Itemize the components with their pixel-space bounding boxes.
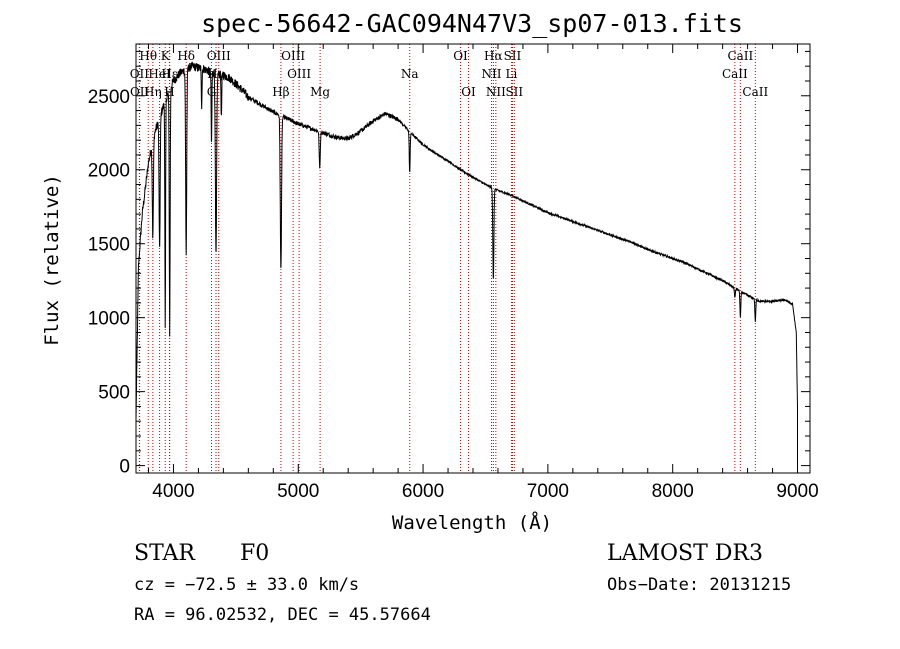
line-marker-label: Na: [401, 67, 419, 81]
line-marker-label: NII: [486, 85, 506, 99]
line-marker-label: SII: [504, 49, 522, 63]
x-tick-label: 9000: [776, 481, 818, 502]
y-axis-label: Flux (relative): [41, 174, 63, 346]
x-tick-label: 5000: [277, 481, 319, 502]
line-marker-label: CaII: [727, 49, 753, 63]
chart-title: spec-56642-GAC094N47V3_sp07-013.fits: [201, 9, 743, 38]
y-tick-label: 2000: [88, 161, 130, 182]
object-class: STAR: [134, 541, 196, 566]
x-tick-label: 4000: [152, 481, 194, 502]
object-subclass: F0: [240, 541, 269, 566]
line-marker-label: H: [164, 85, 174, 99]
survey-name: LAMOST DR3: [607, 541, 763, 566]
x-axis-label: Wavelength (Å): [392, 511, 552, 534]
y-tick-label: 1000: [88, 309, 130, 330]
y-tick-label: 0: [119, 457, 130, 478]
line-marker-label: K: [161, 49, 171, 63]
line-marker-label: Hα: [484, 49, 503, 63]
line-marker-label: CaII: [742, 85, 768, 99]
line-marker-label: OII: [130, 67, 150, 81]
y-tick-label: 500: [98, 383, 130, 404]
x-tick-label: 7000: [527, 481, 569, 502]
line-marker-label: OI: [453, 49, 468, 63]
line-marker-label: HeI: [148, 67, 171, 81]
redshift-readout: cz = −72.5 ± 33.0 km/s: [134, 575, 359, 595]
line-marker-label: SII: [505, 85, 523, 99]
flux-series-line: [135, 61, 798, 466]
line-marker-label: Hε: [161, 67, 178, 81]
x-tick-label: 6000: [402, 481, 444, 502]
coordinates-readout: RA = 96.02532, DEC = 45.57664: [134, 605, 431, 625]
observation-date: Obs−Date: 20131215: [607, 575, 791, 595]
line-marker-label: Li: [506, 67, 518, 81]
line-marker-label: Hθ: [139, 49, 157, 63]
line-marker-label: Hγ: [207, 67, 225, 81]
y-tick-label: 2500: [88, 87, 130, 108]
line-markers: [138, 44, 756, 473]
line-marker-label: NII: [481, 67, 501, 81]
x-tick-label: 8000: [652, 481, 694, 502]
line-marker-label: Hβ: [272, 85, 289, 99]
line-marker-label: OII: [130, 85, 150, 99]
line-marker-label: Mg: [310, 85, 330, 99]
line-marker-label: Hη: [144, 85, 162, 99]
line-marker-label: OI: [461, 85, 476, 99]
line-marker-label: G: [207, 85, 217, 99]
line-marker-label: CaII: [722, 67, 748, 81]
axis-ticks: 4000 5000 6000 7000 8000 9000 0 500 1000 1500 2000…: [88, 44, 819, 502]
line-marker-label: OIII: [207, 49, 231, 63]
line-marker-label: OIII: [287, 67, 311, 81]
line-marker-label: OIII: [281, 49, 305, 63]
y-tick-label: 1500: [88, 235, 130, 256]
line-marker-label: Hδ: [177, 49, 195, 63]
plot-frame: [135, 43, 811, 474]
